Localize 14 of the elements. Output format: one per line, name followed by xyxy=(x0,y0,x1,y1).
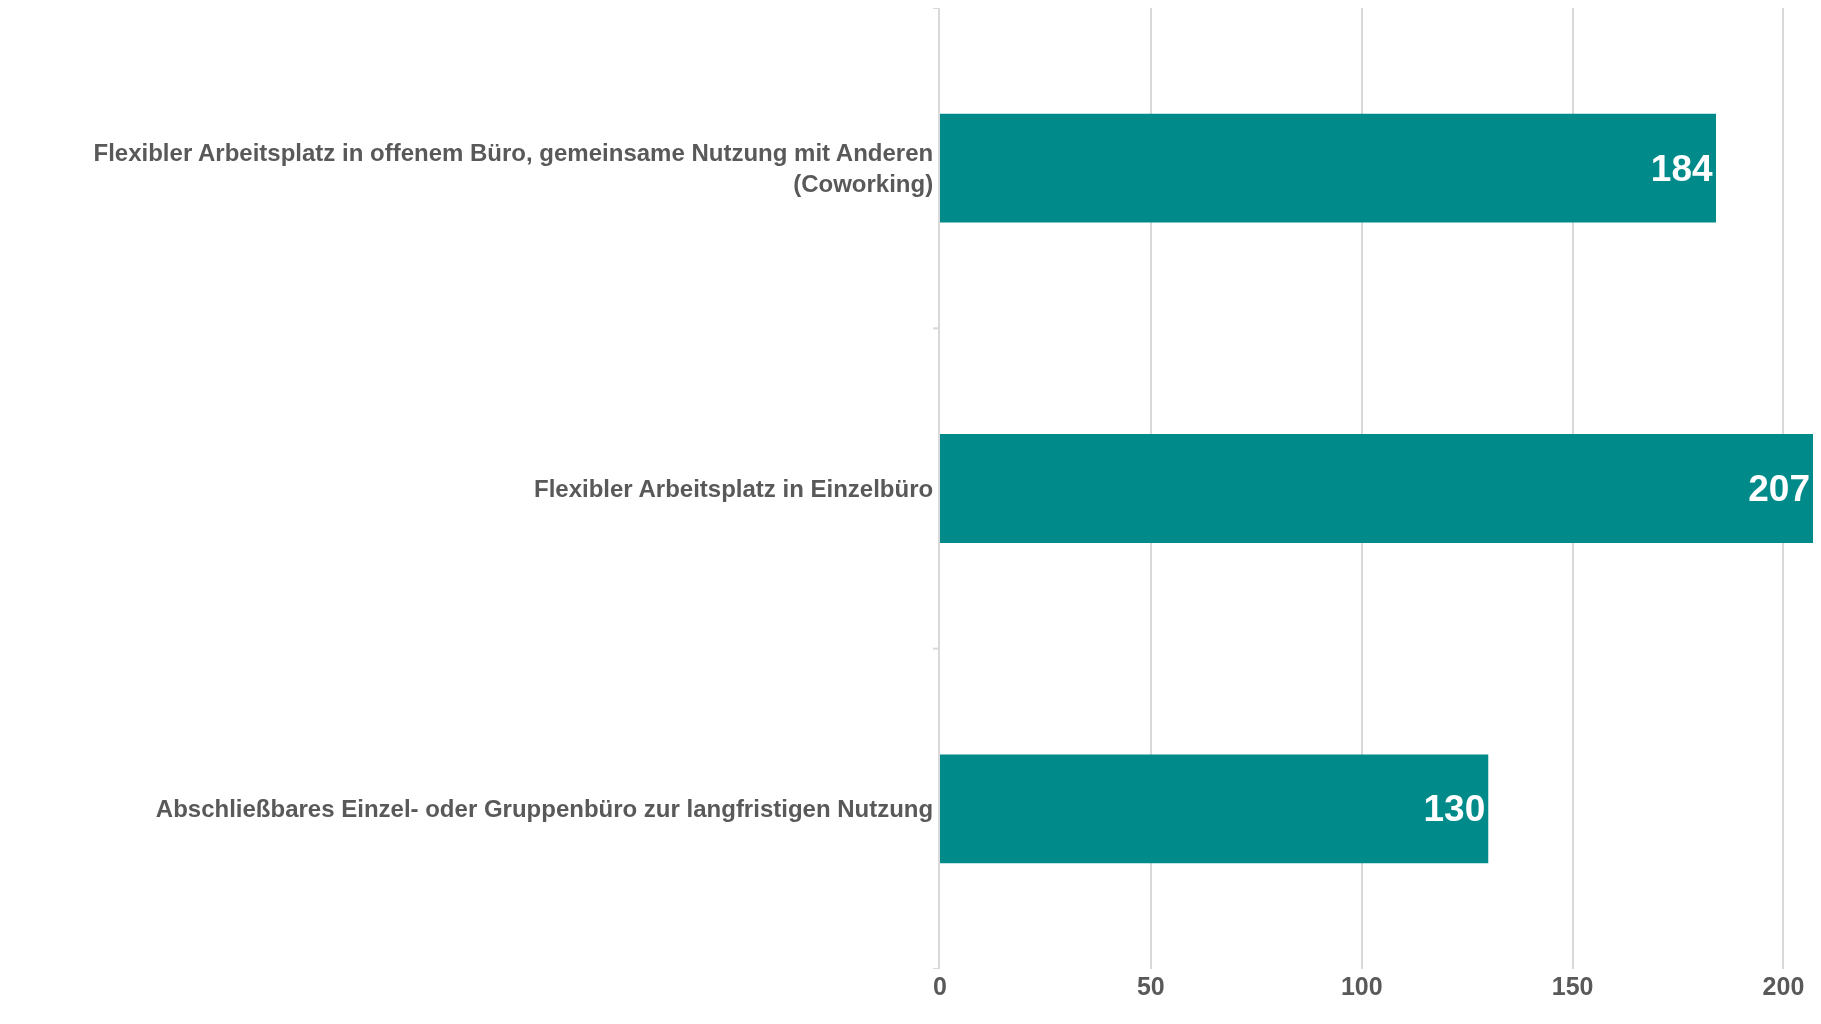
y-tick-label: Flexibler Arbeitsplatz in offenem Büro, gemeinsame Nutzung mit Anderen (Coworking) xyxy=(93,138,934,198)
x-tick-label: 150 xyxy=(1551,972,1594,1000)
x-tick-label: 50 xyxy=(1136,972,1165,1000)
bar xyxy=(940,754,1489,864)
bar xyxy=(940,113,1716,223)
data-label: 130 xyxy=(1423,788,1486,830)
x-tick-label: 100 xyxy=(1340,972,1383,1000)
y-tick-label: Abschließbares Einzel- oder Gruppenbüro zur langfristigen Nutzung xyxy=(155,795,934,823)
y-tick-label: Flexibler Arbeitsplatz in Einzelbüro xyxy=(534,474,934,502)
x-tick-label: 0 xyxy=(933,972,947,1000)
x-tick-label: 200 xyxy=(1762,972,1805,1000)
data-label: 207 xyxy=(1748,468,1810,509)
data-label: 184 xyxy=(1650,147,1713,189)
bar xyxy=(940,434,1813,543)
